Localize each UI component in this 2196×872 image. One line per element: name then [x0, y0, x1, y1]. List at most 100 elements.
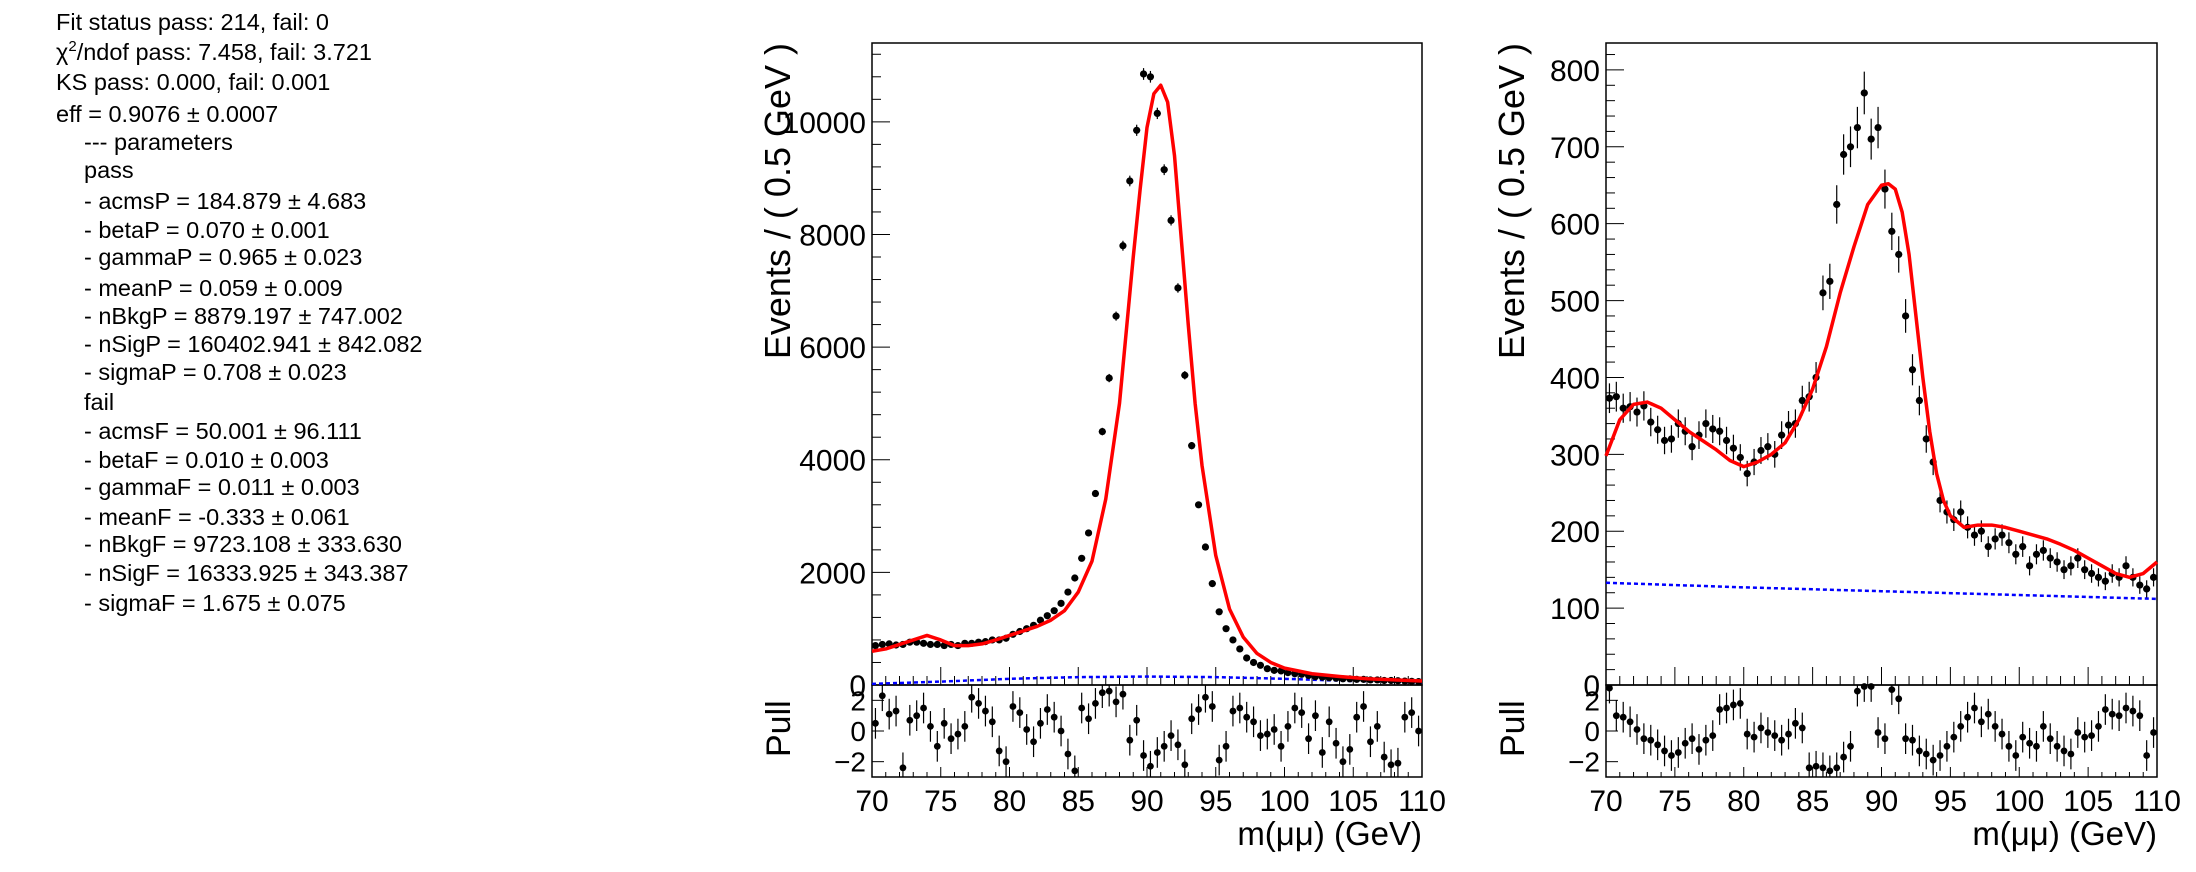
chi2-text: χ2/ndof pass: 7.458, fail: 3.721	[56, 38, 372, 66]
pull-point	[961, 723, 969, 730]
pull-point	[1991, 723, 1999, 730]
pull-point	[1215, 756, 1223, 764]
data-point	[1229, 636, 1237, 644]
pull-point	[1332, 739, 1340, 747]
param-line: - nSigP = 160402.941 ± 842.082	[84, 331, 423, 357]
x-tick-label: 75	[924, 785, 957, 818]
pull-point	[2101, 706, 2109, 713]
chart-fail: 0 100 200 300 400 500 600 700 800 70 75 80 85 90 95 100…	[1491, 42, 2181, 852]
pull-point	[1895, 695, 1903, 703]
data-point	[1908, 366, 1917, 374]
pull-point	[1964, 713, 1971, 721]
pull-point	[1606, 684, 1613, 692]
pull-point	[1325, 718, 1333, 726]
pull-point	[1702, 736, 1710, 744]
data-point	[1840, 150, 1848, 159]
data-point	[1647, 418, 1655, 426]
data-point	[1119, 242, 1127, 250]
pull-point	[1709, 732, 1717, 739]
pull-point	[1647, 736, 1655, 744]
y-tick-label: 800	[1550, 55, 1600, 88]
data-point	[1194, 501, 1203, 509]
x-tick-label: 70	[1589, 785, 1622, 818]
data-point	[1977, 527, 1985, 535]
pull-point	[1208, 703, 1216, 710]
data-point	[1688, 443, 1696, 451]
data-point	[1736, 453, 1744, 462]
y-tick-label: 2000	[799, 557, 866, 590]
data-point	[1188, 442, 1196, 450]
pull-point	[1112, 698, 1120, 706]
data-point	[1743, 469, 1751, 478]
x-tick-label: 95	[1199, 785, 1232, 818]
data-point	[2005, 539, 2013, 547]
data-point	[1605, 394, 1614, 402]
param-line: - betaF = 0.010 ± 0.003	[84, 447, 329, 473]
pull-point	[1346, 746, 1354, 753]
pull-point	[1757, 724, 1765, 732]
data-point	[1084, 529, 1093, 537]
data-point	[1984, 543, 1992, 551]
total-fit-curve	[871, 83, 1423, 683]
pull-axis-label: Pull	[760, 700, 798, 757]
pull-point	[1002, 758, 1010, 766]
data-point	[1126, 177, 1134, 185]
pull-point	[1030, 738, 1037, 746]
data-point	[1957, 508, 1965, 516]
pull-point	[2005, 742, 2013, 750]
data-point	[1153, 109, 1161, 117]
pull-point	[1792, 719, 1799, 727]
data-point	[1970, 531, 1979, 539]
data-point	[1098, 427, 1106, 436]
pull-point	[2081, 733, 2089, 741]
pull-point	[1826, 767, 1834, 775]
pull-point	[2039, 723, 2047, 730]
data-point	[2032, 550, 2041, 558]
data-point	[1654, 426, 1662, 434]
pull-point	[1840, 753, 1848, 761]
data-point	[1819, 289, 1827, 297]
param-line: - nSigF = 16333.925 ± 343.387	[84, 560, 409, 586]
y-tick-label: 200	[1550, 516, 1600, 549]
pull-point	[1236, 704, 1244, 712]
pull-point	[1339, 758, 1347, 766]
data-point	[1757, 446, 1765, 455]
data-point	[1043, 612, 1051, 620]
x-tick-label: 75	[1658, 785, 1691, 818]
pull-point	[1394, 759, 1402, 767]
pull-y-tick-label: −2	[834, 747, 866, 778]
pull-point	[1723, 704, 1730, 712]
pull-point	[1009, 703, 1017, 710]
data-point	[2136, 581, 2144, 589]
pull-point	[1050, 713, 1058, 721]
data-point	[1181, 371, 1189, 379]
pull-point	[1957, 723, 1965, 730]
pull-point	[1373, 723, 1381, 730]
data-point	[1201, 543, 1210, 551]
x-tick-label: 90	[1865, 785, 1898, 818]
parameters-header: --- parameters	[84, 129, 233, 155]
pull-point	[940, 719, 948, 727]
pull-point	[2012, 752, 2020, 759]
data-point	[1667, 435, 1676, 443]
pull-plot-frame	[1605, 684, 2158, 778]
pull-y-tick-label: 0	[850, 716, 866, 747]
pull-point	[933, 742, 941, 750]
y-tick-label: 700	[1550, 132, 1600, 165]
y-tick-label: 0	[1583, 670, 1600, 703]
data-point	[878, 640, 886, 649]
x-axis-label: m(μμ) (GeV)	[1972, 815, 2157, 852]
pull-point	[1619, 713, 1627, 721]
pull-point	[1284, 723, 1292, 730]
data-point	[1215, 608, 1223, 616]
pull-point	[1888, 686, 1896, 693]
pull-point	[1902, 735, 1910, 743]
data-point	[1270, 666, 1278, 674]
pull-point	[1092, 700, 1099, 707]
pull-point	[1805, 764, 1813, 772]
pull-point	[1387, 761, 1395, 769]
pull-point	[1730, 701, 1737, 709]
data-point	[2060, 566, 2068, 574]
data-point	[1243, 654, 1251, 662]
pull-point	[1778, 736, 1786, 744]
